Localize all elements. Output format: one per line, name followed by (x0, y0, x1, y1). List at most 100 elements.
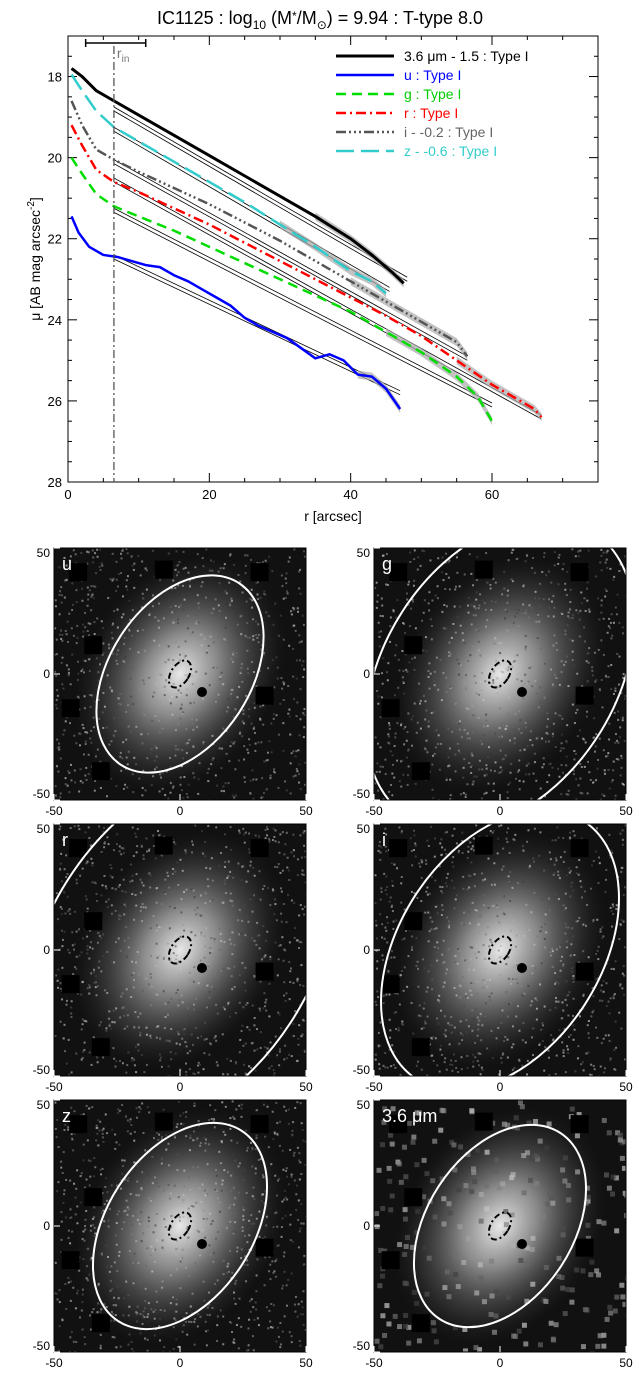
noise-pixel (573, 954, 575, 956)
noise-pixel (297, 1147, 299, 1149)
noise-pixel (218, 1151, 220, 1153)
noise-pixel (162, 1280, 164, 1282)
noise-pixel (119, 1016, 121, 1018)
noise-pixel (131, 880, 133, 882)
noise-pixel (81, 1028, 83, 1030)
noise-pixel (204, 1150, 206, 1152)
noise-pixel (204, 1237, 206, 1239)
noise-pixel (390, 897, 392, 899)
noise-pixel (426, 991, 428, 993)
noise-pixel (386, 1321, 391, 1326)
noise-pixel (254, 707, 256, 709)
noise-pixel (163, 1109, 165, 1111)
noise-pixel (250, 1067, 252, 1069)
noise-pixel (177, 884, 179, 886)
noise-pixel (209, 997, 211, 999)
noise-pixel (454, 588, 456, 590)
noise-pixel (153, 640, 155, 642)
noise-pixel (214, 1283, 216, 1285)
noise-pixel (471, 1170, 476, 1175)
noise-pixel (406, 740, 408, 742)
noise-pixel (404, 966, 406, 968)
noise-pixel (77, 825, 79, 827)
noise-pixel (191, 1034, 193, 1036)
noise-pixel (522, 1039, 524, 1041)
noise-pixel (558, 557, 560, 559)
noise-pixel (270, 1041, 272, 1043)
noise-pixel (92, 549, 94, 551)
noise-pixel (493, 790, 495, 792)
noise-pixel (88, 837, 90, 839)
noise-pixel (148, 872, 150, 874)
noise-pixel (141, 1102, 143, 1104)
noise-pixel (238, 759, 240, 761)
noise-pixel (539, 687, 541, 689)
noise-pixel (195, 1202, 197, 1204)
noise-pixel (492, 1330, 497, 1335)
noise-pixel (525, 1042, 527, 1044)
noise-pixel (143, 1316, 145, 1318)
noise-pixel (445, 1035, 447, 1037)
noise-pixel (132, 565, 134, 567)
noise-pixel (442, 962, 444, 964)
noise-pixel (248, 833, 250, 835)
noise-pixel (93, 621, 95, 623)
noise-pixel (67, 621, 69, 623)
noise-pixel (581, 766, 583, 768)
noise-pixel (228, 926, 230, 928)
noise-pixel (557, 874, 559, 876)
noise-pixel (247, 1327, 249, 1329)
noise-pixel (218, 571, 220, 573)
noise-pixel (427, 986, 429, 988)
x-axis-label: r [arcsec] (304, 508, 362, 524)
noise-pixel (251, 661, 253, 663)
noise-pixel (274, 603, 276, 605)
noise-pixel (293, 902, 295, 904)
noise-pixel (96, 893, 98, 895)
noise-pixel (278, 841, 280, 843)
noise-pixel (145, 1288, 147, 1290)
noise-pixel (58, 1350, 60, 1352)
noise-pixel (517, 1005, 519, 1007)
noise-pixel (70, 1300, 72, 1302)
noise-pixel (548, 763, 550, 765)
noise-pixel (65, 777, 67, 779)
noise-pixel (61, 967, 63, 969)
noise-pixel (546, 781, 548, 783)
noise-pixel (466, 1055, 468, 1057)
noise-pixel (535, 997, 537, 999)
noise-pixel (106, 1191, 108, 1193)
noise-pixel (221, 1101, 223, 1103)
noise-pixel (220, 1162, 222, 1164)
noise-pixel (159, 1318, 161, 1320)
noise-pixel (60, 1211, 62, 1213)
noise-pixel (441, 904, 443, 906)
noise-pixel (70, 1012, 72, 1014)
noise-pixel (300, 1313, 302, 1315)
noise-pixel (207, 1193, 209, 1195)
noise-pixel (175, 945, 177, 947)
noise-pixel (78, 828, 80, 830)
noise-pixel (619, 1283, 624, 1288)
noise-pixel (422, 1158, 427, 1163)
noise-pixel (566, 1045, 568, 1047)
noise-pixel (459, 729, 461, 731)
noise-pixel (434, 880, 436, 882)
noise-pixel (380, 766, 382, 768)
noise-pixel (265, 611, 267, 613)
noise-pixel (186, 752, 188, 754)
noise-pixel (255, 1070, 257, 1072)
noise-pixel (600, 555, 602, 557)
noise-pixel (604, 773, 606, 775)
noise-pixel (564, 583, 566, 585)
noise-pixel (110, 1028, 112, 1030)
noise-pixel (615, 795, 617, 797)
noise-pixel (185, 1063, 187, 1065)
noise-pixel (104, 706, 106, 708)
noise-pixel (500, 642, 502, 644)
noise-pixel (455, 586, 457, 588)
noise-pixel (125, 711, 127, 713)
noise-pixel (485, 626, 487, 628)
noise-pixel (560, 944, 562, 946)
noise-pixel (294, 927, 296, 929)
